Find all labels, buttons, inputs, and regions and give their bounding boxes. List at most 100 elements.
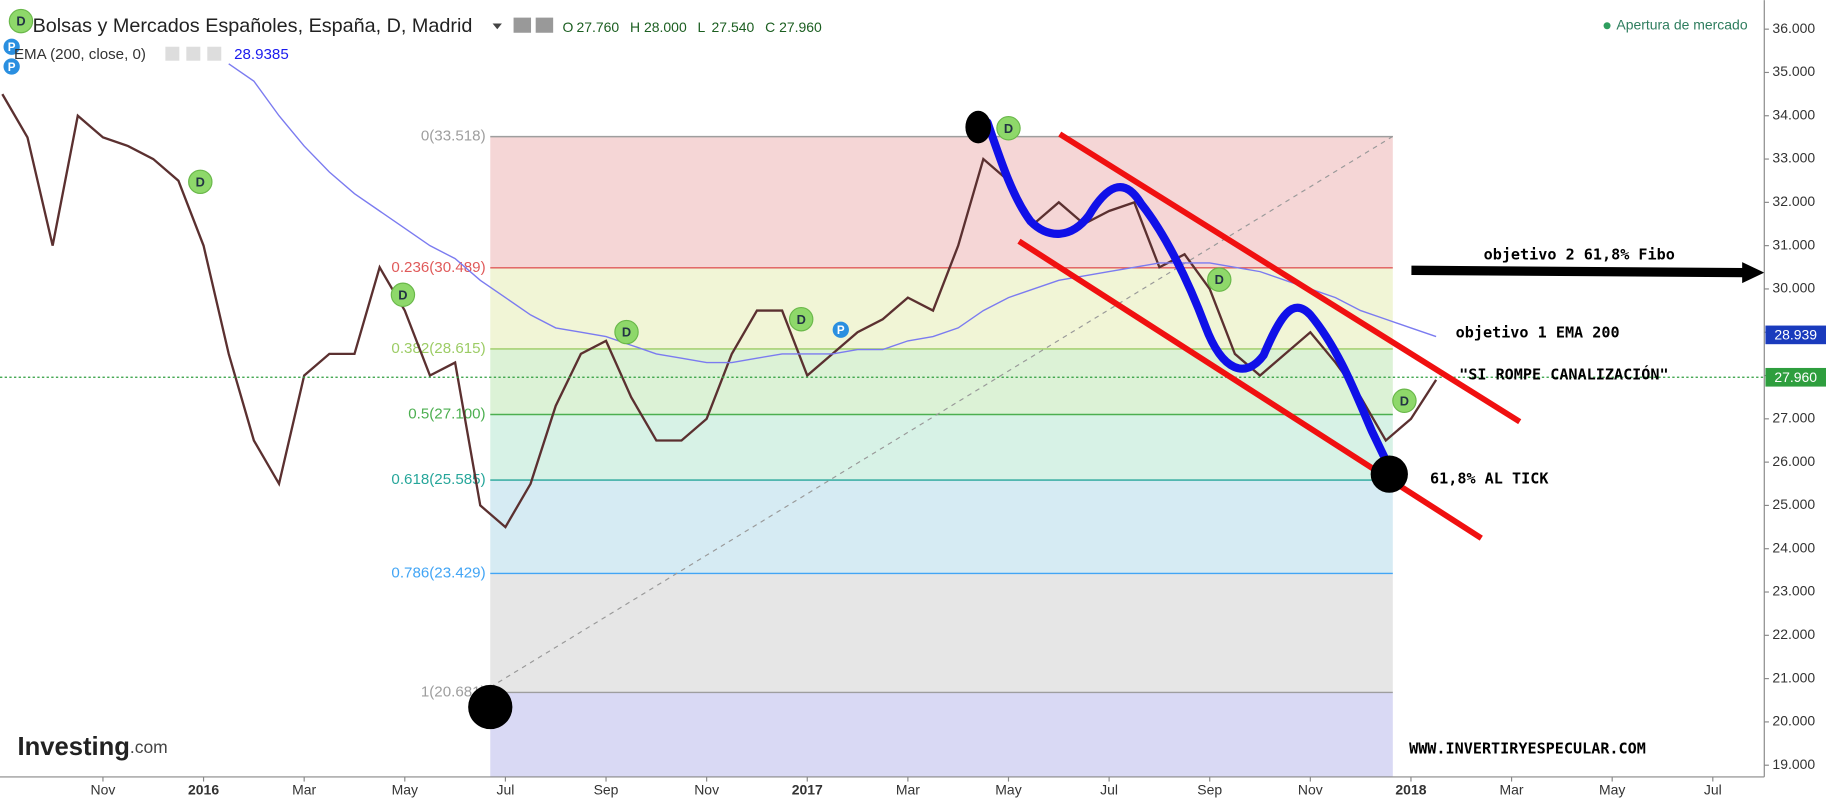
dividend-marker — [788, 307, 814, 332]
x-tick-label: 2018 — [1395, 782, 1426, 798]
price-layer: 0(33.518) 0.236(30.489) 0.382(28.615) 0.5(2… — [0, 8, 1765, 700]
dropdown-icon — [492, 23, 502, 30]
x-tick-label: May — [392, 782, 418, 798]
pivot-circle — [1370, 455, 1408, 493]
channel-lower — [1017, 238, 1483, 541]
ema-legend: EMA (200, close, 0) — [14, 46, 146, 63]
pivot-label: P — [8, 61, 16, 74]
fib-band — [490, 136, 1393, 268]
price-tag — [1765, 367, 1826, 387]
y-tick-label: 33.000 — [1772, 150, 1815, 166]
status-dot — [1603, 22, 1611, 30]
fib-label: 1(20.681) — [421, 683, 486, 700]
fib-label: 0.236(30.489) — [391, 259, 485, 276]
y-tick-label: 23.000 — [1772, 583, 1815, 599]
y-tick-label: 22.000 — [1772, 626, 1815, 642]
fib-label: 0(33.518) — [421, 128, 486, 145]
website: WWW.INVERTIRYESPECULAR.COM — [1409, 739, 1646, 757]
y-tick-label: 35.000 — [1772, 63, 1815, 79]
dividend-marker — [1207, 267, 1232, 292]
pivot-circle — [965, 110, 992, 144]
y-tick-label: 36.000 — [1772, 20, 1815, 36]
legend-icon[interactable] — [165, 46, 180, 61]
settings-icon[interactable] — [535, 17, 554, 33]
ohlc-key: O — [562, 19, 573, 35]
y-tick-label: 25.000 — [1772, 496, 1815, 512]
x-tick-label: Jul — [1100, 782, 1118, 798]
x-tick-label: 2016 — [188, 782, 219, 798]
dividend-marker — [390, 282, 416, 308]
pivot-marker — [3, 38, 20, 55]
logo-suffix: .com — [130, 736, 168, 756]
ohlc-value: 27.760 — [576, 19, 619, 35]
target-arrow — [1411, 265, 1745, 278]
price-line — [1, 93, 1438, 529]
chart-title: Bolsas y Mercados Españoles, España, D, … — [33, 15, 473, 37]
fib-label: 0.382(28.615) — [391, 340, 485, 357]
y-tick-label: 32.000 — [1772, 193, 1815, 209]
fib-band — [490, 480, 1393, 574]
dividend-label: D — [1400, 393, 1409, 408]
y-tick-label: 34.000 — [1772, 106, 1815, 122]
y-tick-label: 27.000 — [1772, 410, 1815, 426]
dividend-label: D — [16, 14, 25, 29]
x-tick-label: Sep — [594, 782, 619, 798]
market-status: Apertura de mercado — [1616, 16, 1747, 32]
axis-panel — [1764, 0, 1826, 805]
dividend-marker — [188, 169, 213, 195]
x-tick-label: Jul — [496, 782, 514, 798]
legend-icon[interactable] — [186, 46, 201, 61]
x-tick-label: Nov — [694, 782, 719, 798]
ema-line — [228, 63, 1437, 364]
dividend-label: D — [797, 312, 806, 327]
x-tick-label: Nov — [1298, 782, 1323, 798]
fibonacci-layer — [490, 135, 1393, 777]
dividend-marker — [8, 8, 34, 34]
x-tick-label: Mar — [292, 782, 316, 798]
settings-icon — [513, 17, 532, 33]
x-tick-label: May — [995, 782, 1021, 798]
fib-label: 0.5(27.100) — [408, 406, 485, 423]
annotation: objetivo 2 61,8% Fibo — [1484, 246, 1675, 264]
legend-icon[interactable] — [207, 46, 222, 61]
y-tick-label: 21.000 — [1772, 669, 1815, 685]
x-tick-label: Mar — [896, 782, 920, 798]
ohlc-key: C — [765, 19, 775, 35]
y-tick-label: 30.000 — [1772, 280, 1815, 296]
y-tick-label: 20.000 — [1772, 713, 1815, 729]
x-tick-label: Jul — [1704, 782, 1722, 798]
dividend-label: D — [622, 325, 631, 340]
pivot-label: P — [837, 324, 845, 337]
fib-label: 0.786(23.429) — [391, 564, 485, 581]
logo-name: Investing — [17, 733, 129, 761]
x-tick-label: Mar — [1500, 782, 1524, 798]
ohlc-header: O 27.760 H 28.000 L 27.540 C 27.960 — [562, 19, 822, 35]
target-arrow-head — [1742, 262, 1765, 284]
dividend-marker — [996, 116, 1021, 141]
pivot-marker — [3, 58, 20, 75]
fib-band — [490, 692, 1393, 777]
dividend-label: D — [196, 174, 205, 189]
price-tag — [1765, 325, 1826, 345]
logo: Investing.com — [17, 733, 167, 761]
ohlc-value: 27.960 — [779, 19, 822, 35]
pivot-circle — [468, 684, 513, 730]
y-tick-label: 26.000 — [1772, 453, 1815, 469]
axis-layer: 19.000 20.000 21.000 22.000 23.000 24.000 25.0… — [91, 20, 1826, 798]
ohlc-value: 28.000 — [644, 19, 687, 35]
annotation: "SI ROMPE CANALIZACIÓN" — [1459, 365, 1668, 384]
fib-band — [490, 267, 1393, 349]
ema-value: 28.9385 — [234, 46, 289, 63]
y-tick-label: 31.000 — [1772, 236, 1815, 252]
dividend-marker — [614, 319, 639, 345]
annotation: 61,8% AL TICK — [1430, 469, 1549, 487]
fib-band — [490, 573, 1393, 693]
dividend-label: D — [398, 287, 407, 302]
pivot-marker — [832, 321, 849, 338]
price-tag-label: 27.960 — [1774, 369, 1817, 385]
dividend-marker — [1392, 388, 1417, 413]
channel-upper — [1058, 131, 1522, 425]
annotation: objetivo 1 EMA 200 — [1456, 324, 1620, 342]
ohlc-value: 27.540 — [712, 19, 755, 35]
fib-label: 0.618(25.585) — [391, 471, 485, 488]
